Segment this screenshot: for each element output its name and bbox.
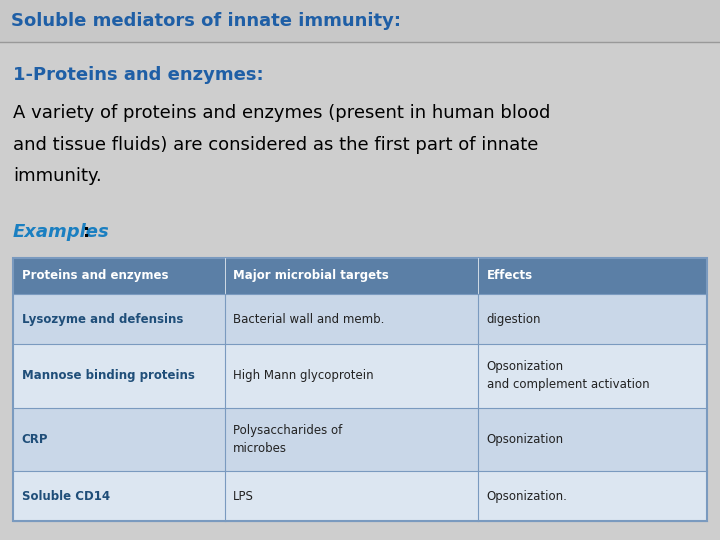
Text: Proteins and enzymes: Proteins and enzymes bbox=[22, 269, 168, 282]
FancyBboxPatch shape bbox=[13, 294, 707, 344]
Text: immunity.: immunity. bbox=[13, 167, 102, 185]
Text: LPS: LPS bbox=[233, 490, 254, 503]
Text: :: : bbox=[83, 222, 90, 241]
Text: Lysozyme and defensins: Lysozyme and defensins bbox=[22, 313, 183, 326]
Text: Opsonization
and complement activation: Opsonization and complement activation bbox=[487, 360, 649, 392]
Text: High Mann glycoprotein: High Mann glycoprotein bbox=[233, 369, 374, 382]
Text: Opsonization.: Opsonization. bbox=[487, 490, 567, 503]
Text: Soluble mediators of innate immunity:: Soluble mediators of innate immunity: bbox=[11, 12, 401, 30]
FancyBboxPatch shape bbox=[13, 344, 707, 408]
Text: Major microbial targets: Major microbial targets bbox=[233, 269, 389, 282]
Text: CRP: CRP bbox=[22, 433, 48, 446]
Text: Mannose binding proteins: Mannose binding proteins bbox=[22, 369, 194, 382]
Text: 1-Proteins and enzymes:: 1-Proteins and enzymes: bbox=[13, 65, 264, 84]
FancyBboxPatch shape bbox=[0, 0, 720, 42]
FancyBboxPatch shape bbox=[13, 408, 707, 471]
Text: and tissue fluids) are considered as the first part of innate: and tissue fluids) are considered as the… bbox=[13, 136, 539, 154]
Text: Bacterial wall and memb.: Bacterial wall and memb. bbox=[233, 313, 384, 326]
Text: digestion: digestion bbox=[487, 313, 541, 326]
Text: A variety of proteins and enzymes (present in human blood: A variety of proteins and enzymes (prese… bbox=[13, 104, 550, 123]
Text: Examples: Examples bbox=[13, 222, 109, 241]
Text: Opsonization: Opsonization bbox=[487, 433, 564, 446]
FancyBboxPatch shape bbox=[13, 471, 707, 521]
Text: Soluble CD14: Soluble CD14 bbox=[22, 490, 109, 503]
Text: Effects: Effects bbox=[487, 269, 533, 282]
Text: Polysaccharides of
microbes: Polysaccharides of microbes bbox=[233, 424, 343, 455]
FancyBboxPatch shape bbox=[13, 258, 707, 294]
